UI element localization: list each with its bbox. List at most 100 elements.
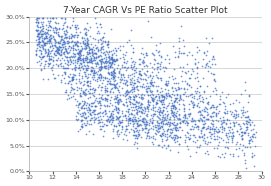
Point xyxy=(195,66,199,69)
Point xyxy=(157,130,161,133)
Point xyxy=(97,118,101,121)
Point xyxy=(180,69,184,72)
Point xyxy=(250,134,254,137)
Point xyxy=(199,129,204,132)
Point xyxy=(96,111,101,114)
Point xyxy=(49,57,53,60)
Point xyxy=(35,16,40,19)
Point xyxy=(186,136,191,139)
Point xyxy=(131,69,136,72)
Point xyxy=(196,146,201,149)
Point xyxy=(69,60,73,63)
Point xyxy=(34,29,38,32)
Point xyxy=(185,124,189,126)
Point xyxy=(150,122,154,125)
Point xyxy=(124,101,128,104)
Point xyxy=(203,140,207,142)
Point xyxy=(132,103,137,106)
Point xyxy=(172,124,176,126)
Point xyxy=(211,114,215,117)
Point xyxy=(39,29,43,32)
Point xyxy=(82,60,86,63)
Point xyxy=(146,101,150,104)
Point xyxy=(157,95,162,98)
Point xyxy=(177,117,182,120)
Point xyxy=(249,129,253,132)
Point xyxy=(113,94,117,97)
Point xyxy=(118,44,122,47)
Point xyxy=(86,43,90,46)
Point xyxy=(75,41,80,44)
Point xyxy=(181,39,185,42)
Point xyxy=(210,120,215,123)
Point xyxy=(140,61,144,64)
Point xyxy=(161,120,166,123)
Point xyxy=(105,97,109,100)
Point xyxy=(60,38,64,41)
Point xyxy=(59,37,63,40)
Point xyxy=(58,45,62,48)
Point xyxy=(78,59,82,62)
Point xyxy=(156,111,161,114)
Point xyxy=(186,122,191,125)
Point xyxy=(76,67,80,70)
Point xyxy=(224,123,228,126)
Point xyxy=(193,135,197,138)
Point xyxy=(131,102,135,105)
Point xyxy=(97,93,102,96)
Point xyxy=(78,56,83,59)
Point xyxy=(166,104,170,107)
Point xyxy=(141,85,146,88)
Point xyxy=(245,127,249,130)
Point xyxy=(52,38,56,41)
Point xyxy=(116,89,120,92)
Point xyxy=(107,60,111,63)
Point xyxy=(85,56,89,59)
Point xyxy=(105,79,110,82)
Point xyxy=(92,51,97,54)
Point xyxy=(62,20,67,23)
Point xyxy=(159,120,163,123)
Point xyxy=(235,155,240,158)
Point xyxy=(74,43,78,46)
Point xyxy=(105,124,109,127)
Point xyxy=(87,52,91,55)
Point xyxy=(204,128,208,131)
Point xyxy=(61,43,65,46)
Point xyxy=(88,88,92,91)
Point xyxy=(87,107,91,110)
Point xyxy=(228,102,233,105)
Point xyxy=(171,89,176,92)
Point xyxy=(212,105,216,108)
Point xyxy=(89,113,93,116)
Point xyxy=(99,43,104,46)
Point xyxy=(173,107,177,110)
Point xyxy=(36,31,40,34)
Point xyxy=(109,113,114,116)
Point xyxy=(124,78,128,81)
Point xyxy=(106,60,110,63)
Point xyxy=(176,86,180,89)
Point xyxy=(61,46,65,49)
Point xyxy=(250,134,254,137)
Point xyxy=(69,79,74,82)
Point xyxy=(148,94,152,97)
Point xyxy=(96,121,101,124)
Point xyxy=(176,49,181,52)
Point xyxy=(212,128,217,131)
Point xyxy=(82,106,86,109)
Point xyxy=(247,94,251,97)
Point xyxy=(134,99,138,102)
Point xyxy=(82,91,87,94)
Point xyxy=(125,84,129,86)
Point xyxy=(144,53,149,56)
Point xyxy=(38,63,43,66)
Point xyxy=(158,76,163,79)
Point xyxy=(208,128,212,131)
Point xyxy=(131,122,136,125)
Point xyxy=(103,88,108,91)
Point xyxy=(155,66,160,69)
Point xyxy=(99,85,104,88)
Point xyxy=(114,83,118,86)
Point xyxy=(187,114,191,117)
